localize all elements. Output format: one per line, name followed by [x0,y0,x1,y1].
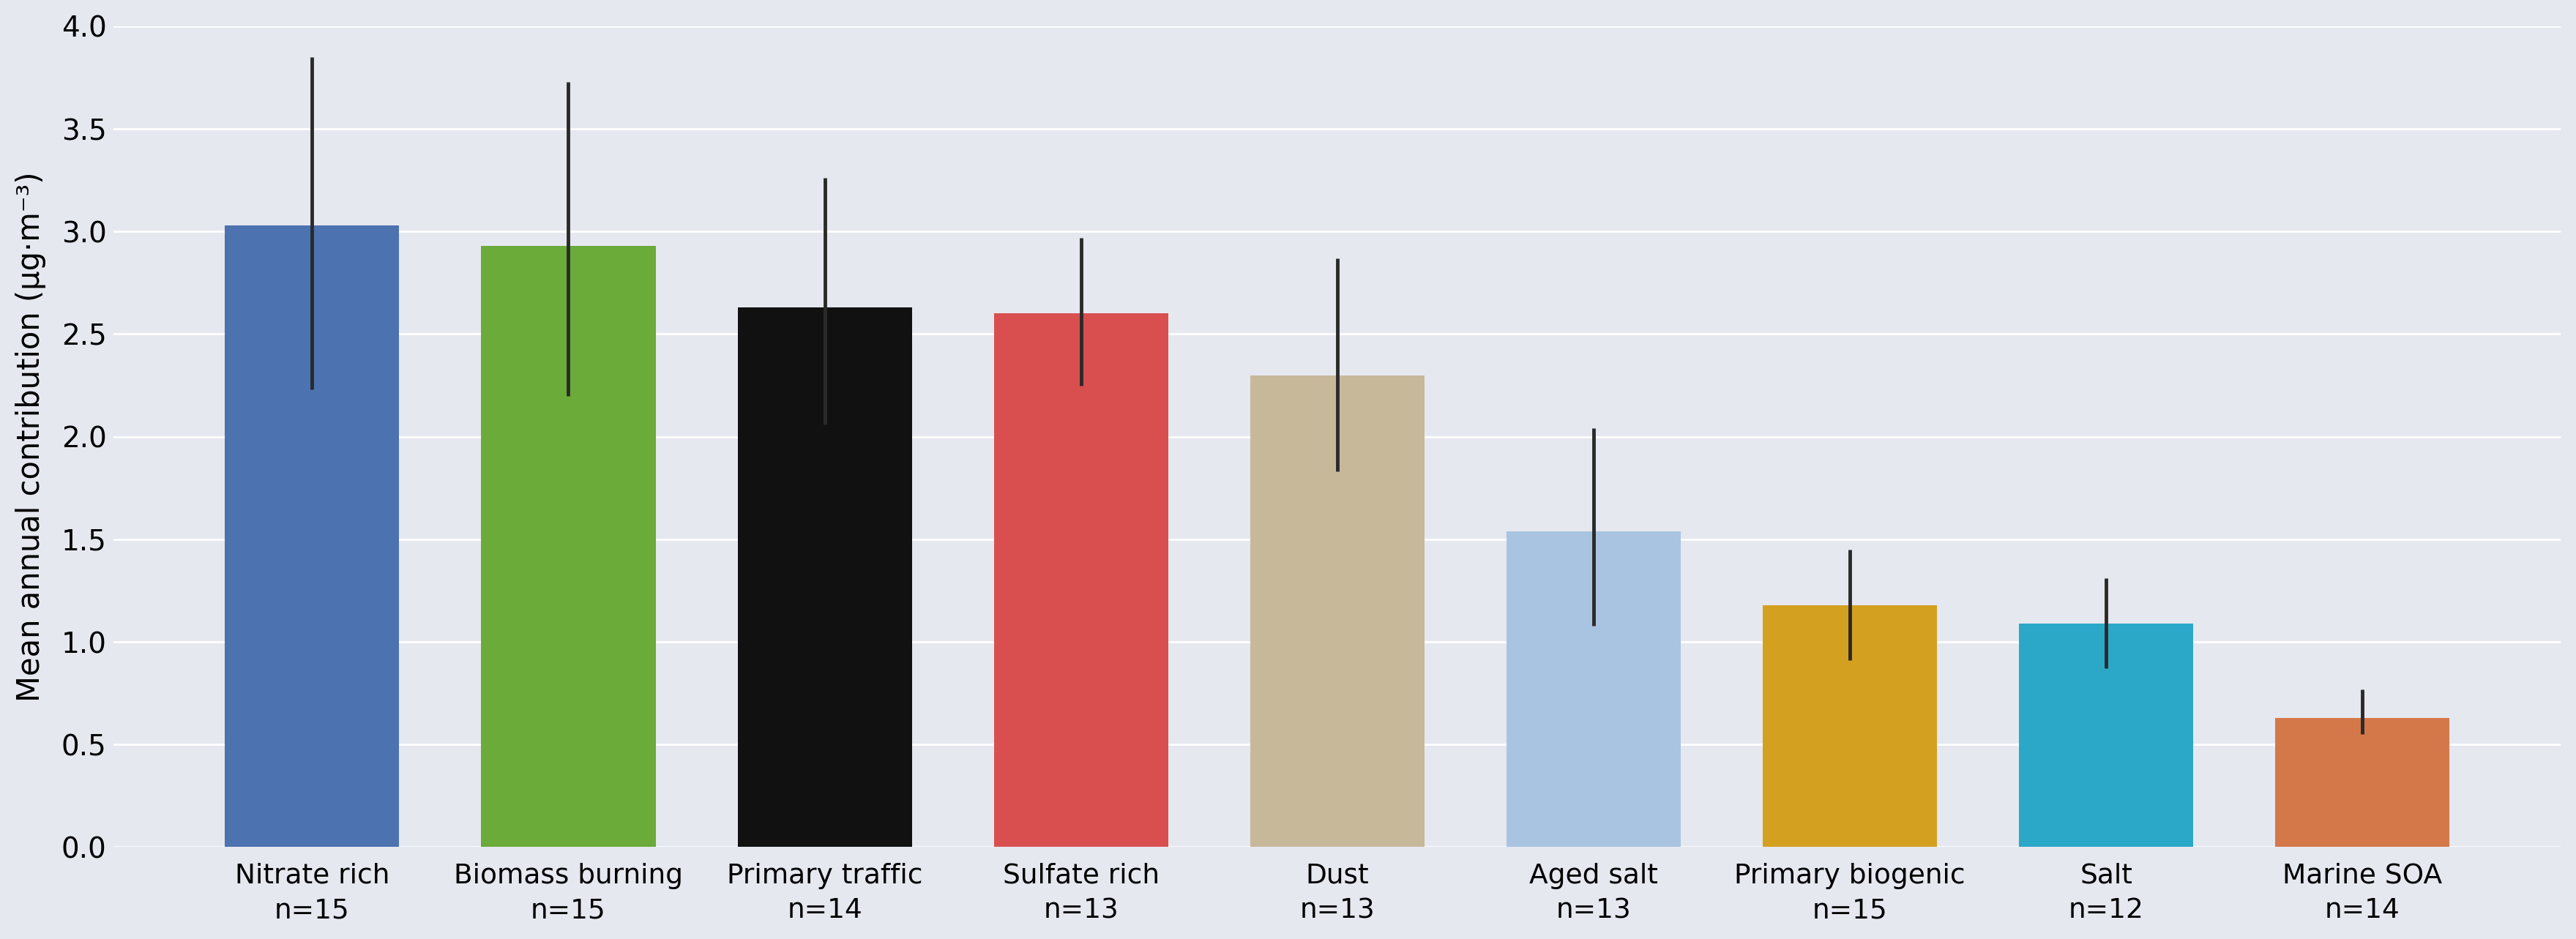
Bar [2275,717,2450,847]
Bar [482,246,654,847]
Bar [1762,605,1937,847]
Bar [1249,375,1425,847]
Bar [224,225,399,847]
Bar [1507,531,1680,847]
Bar [994,314,1167,847]
Bar [2020,623,2192,847]
Y-axis label: Mean annual contribution (μg⋅m⁻³): Mean annual contribution (μg⋅m⁻³) [15,172,46,701]
Bar [737,307,912,847]
